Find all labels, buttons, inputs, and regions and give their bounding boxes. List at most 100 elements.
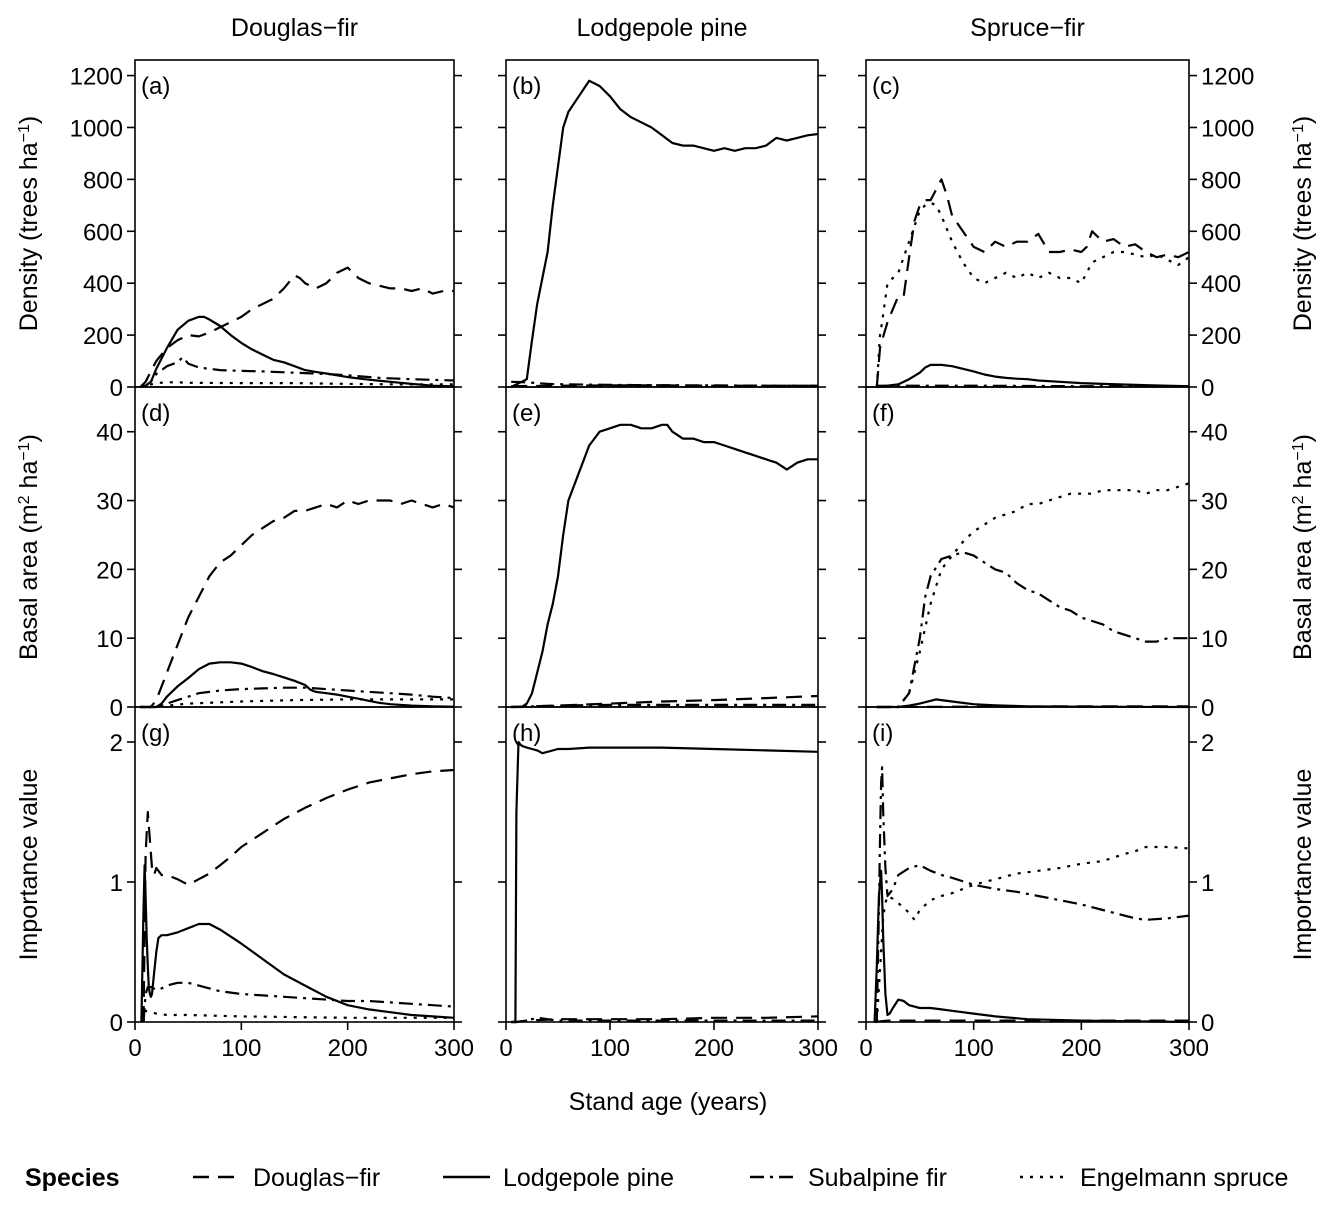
series-line-lodgepole-pine: [873, 869, 1190, 1024]
panel-frame: [134, 59, 455, 388]
y-tick-label: 800: [83, 167, 123, 194]
y-tick-label: 10: [1201, 626, 1228, 653]
y-tick-label: 400: [1201, 271, 1241, 298]
y-tick-label: 0: [110, 375, 123, 402]
panel-frame: [505, 386, 819, 708]
panel-h: (h) 0 100 200 300: [498, 706, 838, 1062]
series-line-subalpine-fir: [876, 551, 1189, 709]
panel-frame: [134, 386, 455, 708]
y-tick-label: 1000: [1201, 115, 1254, 142]
series-line-engelmann-spruce: [140, 698, 454, 709]
panel-label: (e): [512, 400, 541, 427]
series-line-engelmann-spruce: [876, 482, 1190, 709]
panel-f: (f) 0 10 20 30 40: [858, 386, 1228, 722]
x-tick-label: 0: [859, 1035, 872, 1062]
y-tick-label: 200: [83, 323, 123, 350]
x-tick-label: 200: [1061, 1035, 1101, 1062]
y-tick-label: 800: [1201, 167, 1241, 194]
column-title: Douglas−fir: [231, 14, 358, 42]
series-line-engelmann-spruce: [875, 201, 1190, 388]
y-tick-label: 2: [110, 730, 123, 757]
y-tick-label: 30: [96, 489, 123, 516]
x-tick-label: 100: [221, 1035, 261, 1062]
series-line-engelmann-spruce: [140, 381, 454, 389]
series-line-lodgepole-pine: [511, 740, 819, 1024]
y-tick-label: 1200: [70, 64, 123, 91]
y-tick-label: 1: [1201, 870, 1214, 897]
y-axis-title-right: Importance value: [1289, 769, 1317, 961]
x-tick-label: 0: [499, 1035, 512, 1062]
column-title: Lodgepole pine: [577, 14, 748, 42]
y-tick-label: 400: [83, 271, 123, 298]
series-line-douglas-fir: [511, 694, 819, 709]
column-title: Spruce−fir: [970, 14, 1085, 42]
y-axis-title-left: Importance value: [15, 769, 43, 961]
y-tick-label: 2: [1201, 730, 1214, 757]
series-line-engelmann-spruce: [875, 845, 1190, 1023]
series-line-lodgepole-pine: [140, 315, 455, 389]
x-tick-label: 300: [1169, 1035, 1209, 1062]
panel-c: (c) 0 200 400 600 800 1000 1200: [858, 59, 1254, 402]
y-axis-title-right: Basal area (m2 ha−1): [1289, 434, 1317, 660]
y-tick-label: 30: [1201, 489, 1228, 516]
column-titles: Douglas−fir Lodgepole pine Spruce−fir: [231, 14, 1085, 42]
panel-frame: [865, 386, 1190, 708]
y-tick-label: 1: [110, 870, 123, 897]
panel-label: (i): [872, 720, 893, 747]
panel-i: (i) 0 1 2 0 100 200 300: [858, 706, 1214, 1062]
legend-label: Subalpine fir: [808, 1164, 947, 1192]
panel-frame: [505, 59, 819, 388]
legend-label: Engelmann spruce: [1080, 1164, 1288, 1192]
y-tick-label: 40: [96, 420, 123, 447]
y-axis-titles: Density (trees ha−1) Density (trees ha−1)…: [15, 116, 1317, 961]
y-tick-label: 200: [1201, 323, 1241, 350]
panel-label: (h): [512, 720, 541, 747]
x-tick-label: 200: [328, 1035, 368, 1062]
series-line-subalpine-fir: [511, 703, 818, 709]
panel-a: (a) 0 200 400 600 800 1000 1200: [70, 59, 462, 402]
legend-label: Douglas−fir: [253, 1164, 380, 1192]
y-tick-label: 600: [1201, 219, 1241, 246]
series-line-lodgepole-pine: [140, 661, 455, 709]
y-tick-label: 40: [1201, 420, 1228, 447]
y-axis-title-left: Density (trees ha−1): [15, 116, 43, 332]
panel-label: (b): [512, 73, 541, 100]
x-tick-label: 100: [954, 1035, 994, 1062]
series-line-douglas-fir: [511, 384, 818, 388]
x-tick-label: 100: [590, 1035, 630, 1062]
series-line-subalpine-fir: [875, 766, 1190, 1023]
panel-label: (g): [141, 720, 170, 747]
y-tick-label: 1200: [1201, 64, 1254, 91]
y-tick-label: 20: [1201, 557, 1228, 584]
panel-g: (g) 0 1 2 0 100 200 300: [110, 706, 474, 1062]
panel-frame: [134, 706, 455, 1023]
y-axis-title-left: Basal area (m2 ha−1): [15, 434, 43, 660]
panel-label: (d): [141, 400, 170, 427]
x-tick-label: 200: [694, 1035, 734, 1062]
x-axis-title: Stand age (years): [569, 1088, 768, 1116]
panel-label: (a): [141, 73, 170, 100]
panel-e: (e): [498, 386, 826, 709]
y-tick-label: 20: [96, 557, 123, 584]
legend-label: Lodgepole pine: [503, 1164, 674, 1192]
series-line-engelmann-spruce: [142, 1009, 454, 1023]
series-line-subalpine-fir: [142, 981, 455, 1023]
panel-d: (d) 0 10 20 30 40: [96, 386, 462, 722]
y-tick-label: 1000: [70, 115, 123, 142]
panel-label: (c): [872, 73, 900, 100]
series-line-douglas-fir: [875, 178, 1190, 388]
panel-frame: [505, 706, 819, 1023]
x-tick-label: 0: [128, 1035, 141, 1062]
legend-title: Species: [25, 1164, 120, 1192]
series-line-subalpine-fir: [140, 686, 455, 709]
y-axis-title-right: Density (trees ha−1): [1289, 116, 1317, 332]
y-tick-label: 0: [1201, 1010, 1214, 1037]
legend: Species Douglas−fir Lodgepole pine Subalpin…: [25, 1164, 1288, 1192]
series-line-lodgepole-pine: [511, 423, 818, 709]
panel-frame: [865, 706, 1190, 1023]
series-line-subalpine-fir: [140, 356, 455, 389]
panel-b: (b): [498, 59, 826, 388]
series-line-lodgepole-pine: [510, 79, 819, 388]
y-tick-label: 600: [83, 219, 123, 246]
